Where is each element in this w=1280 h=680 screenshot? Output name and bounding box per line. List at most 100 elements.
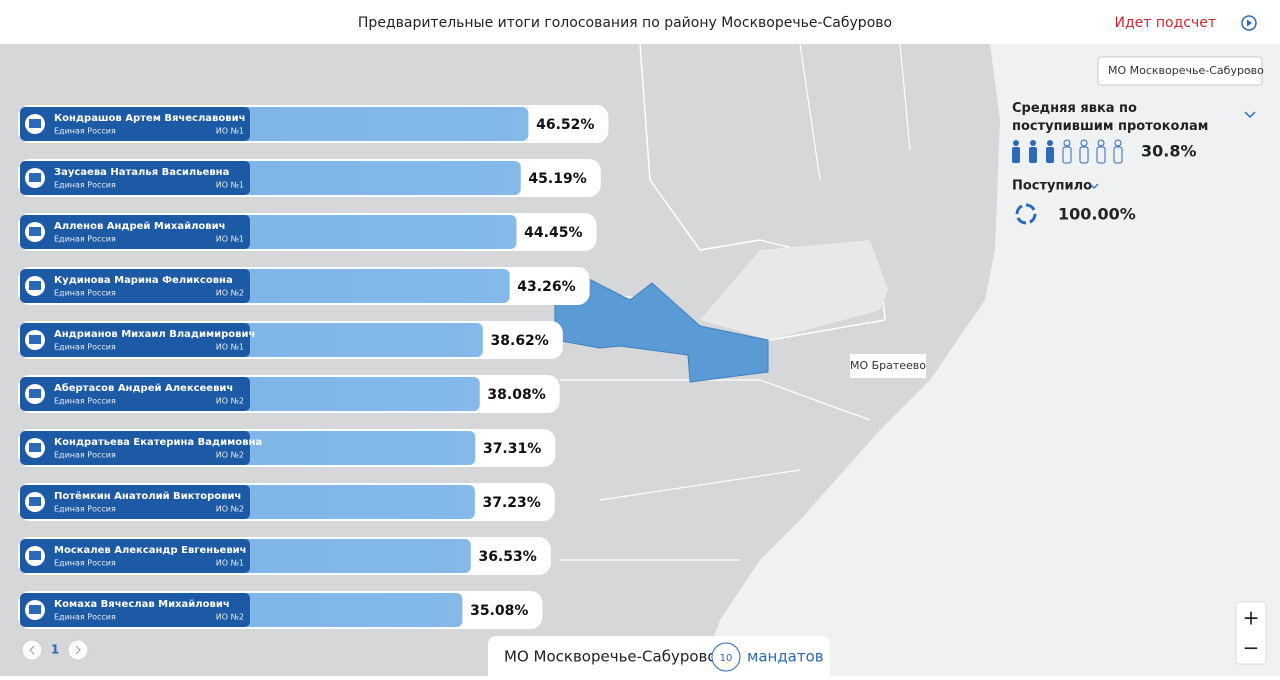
percent-label: 37.31% <box>483 441 541 457</box>
map-label: МО Братеево <box>850 359 926 372</box>
party-logo-mark <box>29 605 41 614</box>
district-shape[interactable] <box>554 276 769 383</box>
party-logo-mark <box>29 119 41 128</box>
candidate-name: Андрианов Михаил Владимирович <box>54 329 255 340</box>
candidate-name: Кондрашов Артем Вячеславович <box>54 113 245 124</box>
candidate-district: ИО №1 <box>216 235 244 244</box>
received-value: 100.00% <box>1058 205 1136 224</box>
percent-label: 44.45% <box>524 225 582 241</box>
prev-icon <box>29 645 35 655</box>
party-logo-mark <box>29 497 41 506</box>
expand-icon[interactable] <box>1244 111 1256 119</box>
candidate-label-bg <box>20 323 250 357</box>
candidate-party: Единая Россия <box>54 397 116 406</box>
candidate-party: Единая Россия <box>54 613 116 622</box>
candidate-label-bg <box>20 215 250 249</box>
candidate-district: ИО №1 <box>216 343 244 352</box>
turnout-label-line2: поступившим протоколам <box>1012 119 1208 134</box>
mandates-circle <box>711 642 741 672</box>
candidate-name: Москалев Александр Евгеньевич <box>54 545 247 556</box>
turnout-value: 30.8% <box>1141 142 1197 161</box>
candidate-row[interactable]: Москалев Александр Евгеньевич Единая Росс… <box>18 537 551 575</box>
district-select[interactable] <box>1097 56 1263 86</box>
candidate-label-bg <box>20 377 250 411</box>
footer-panel <box>488 636 830 680</box>
play-icon <box>1247 19 1252 27</box>
zoom-in[interactable]: + <box>1243 606 1260 630</box>
percent-label: 37.23% <box>483 495 541 511</box>
candidate-district: ИО №1 <box>216 181 244 190</box>
map-label-box <box>850 354 926 378</box>
candidate-party: Единая Россия <box>54 127 116 136</box>
prev-page[interactable] <box>21 639 43 661</box>
map-road <box>560 43 911 561</box>
percent-label: 46.52% <box>536 117 594 133</box>
percent-label: 38.08% <box>487 387 545 403</box>
candidate-row[interactable]: Заусаева Наталья Васильевна Единая Россия… <box>18 159 601 197</box>
page-number[interactable]: 1 <box>51 643 59 657</box>
candidate-row[interactable]: Потёмкин Анатолий Викторович Единая Росси… <box>18 483 555 521</box>
next-page[interactable] <box>67 639 89 661</box>
footer-district: МО Москворечье-Сабурово <box>504 648 717 666</box>
candidate-party: Единая Россия <box>54 235 116 244</box>
received-label: Поступило <box>1012 179 1092 194</box>
candidate-label-bg <box>20 161 250 195</box>
party-logo-mark <box>29 551 41 560</box>
party-logo-mark <box>29 227 41 236</box>
candidate-name: Кудинова Марина Феликсовна <box>54 275 233 286</box>
turnout-label-line: поступившим протоколам <box>1012 119 1208 134</box>
candidate-label-bg <box>20 539 250 573</box>
candidate-list: Кондрашов Артем Вячеславович Единая Росси… <box>18 105 609 629</box>
header <box>0 0 1280 44</box>
percent-label: 35.08% <box>470 603 528 619</box>
candidate-party: Единая Россия <box>54 451 116 460</box>
party-logo-mark <box>29 173 41 182</box>
status: Идет подсчет <box>1114 15 1216 31</box>
candidate-row[interactable]: Абертасов Андрей Алексеевич Единая Россия… <box>18 375 560 413</box>
candidate-district: ИО №2 <box>216 451 244 460</box>
candidate-row[interactable]: Кондрашов Артем Вячеславович Единая Росси… <box>18 105 609 143</box>
candidate-party: Единая Россия <box>54 289 116 298</box>
candidate-district: ИО №1 <box>216 559 244 568</box>
candidate-party: Единая Россия <box>54 505 116 514</box>
percent-label: 45.19% <box>528 171 586 187</box>
next-icon <box>75 645 81 655</box>
candidate-row[interactable]: Алленов Андрей Михайлович Единая Россия ИО… <box>18 213 597 251</box>
candidate-label-bg <box>20 485 250 519</box>
candidate-district: ИО №2 <box>216 613 244 622</box>
zoom-out[interactable]: − <box>1243 636 1260 660</box>
percent-label: 38.62% <box>491 333 549 349</box>
percent-label: 36.53% <box>478 549 536 565</box>
candidate-row[interactable]: Комаха Вячеслав Михайлович Единая Россия И… <box>18 591 543 629</box>
candidate-row[interactable]: Андрианов Михаил Владимирович Единая Росс… <box>18 321 563 359</box>
expand-icon[interactable] <box>1089 183 1099 189</box>
candidate-row[interactable]: Кудинова Марина Феликсовна Единая Россия И… <box>18 267 590 305</box>
party-logo-mark <box>29 389 41 398</box>
candidate-label-bg <box>20 431 250 465</box>
candidate-district: ИО №2 <box>216 289 244 298</box>
candidate-name: Заусаева Наталья Васильевна <box>54 167 229 178</box>
candidate-label-bg <box>20 269 250 303</box>
candidate-district: ИО №2 <box>216 505 244 514</box>
party-logo-mark <box>29 335 41 344</box>
select-arrow <box>1246 68 1254 73</box>
candidate-label-bg <box>20 107 250 141</box>
turnout-label-line: Средняя явка по <box>1012 101 1137 116</box>
play-button[interactable] <box>1241 15 1257 31</box>
candidate-row[interactable]: Кондратьева Екатерина Вадимовна Единая Ро… <box>18 429 556 467</box>
received-icon <box>1015 203 1037 225</box>
zoom-control <box>1235 601 1267 665</box>
candidate-party: Единая Россия <box>54 343 116 352</box>
candidate-name: Потёмкин Анатолий Викторович <box>54 490 241 502</box>
party-logo-mark <box>29 281 41 290</box>
candidate-name: Комаха Вячеслав Михайлович <box>54 599 230 610</box>
candidate-party: Единая Россия <box>54 181 116 190</box>
select-text: МО Москворечье-Сабурово <box>1108 64 1264 77</box>
turnout-icons <box>1012 139 1123 164</box>
mandates-count: 10 <box>720 653 733 664</box>
candidate-district: ИО №1 <box>216 127 244 136</box>
candidate-name: Алленов Андрей Михайлович <box>54 221 225 232</box>
party-logo-mark <box>29 443 41 452</box>
